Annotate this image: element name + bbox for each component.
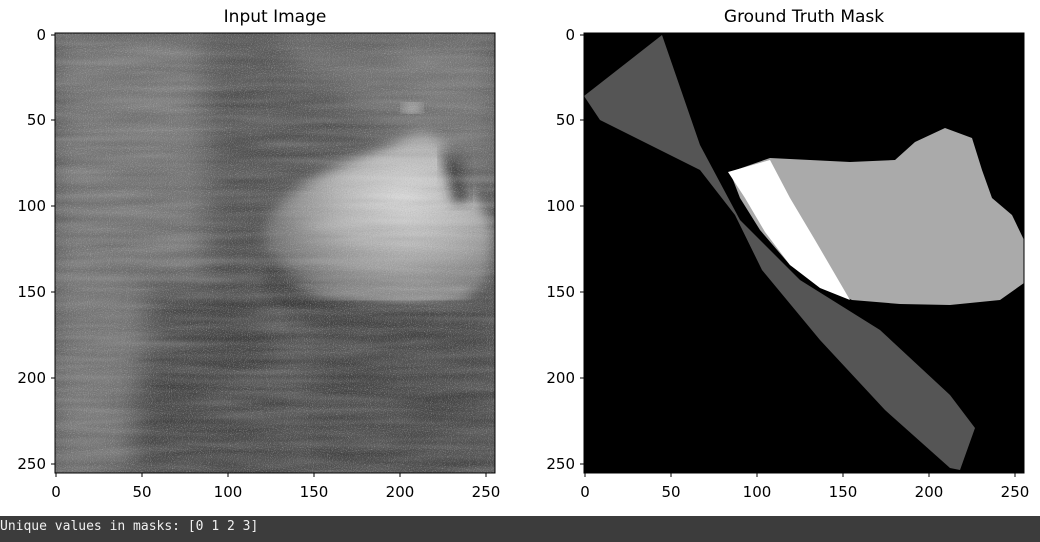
mask-x-axis: 0 50 100 150 200 250 <box>580 473 1029 501</box>
input-axes-frame <box>54 32 496 474</box>
input-image-panel: Input Image <box>17 7 500 501</box>
input-x-tick-label: 250 <box>472 483 501 501</box>
mask-y-tick-label: 100 <box>546 197 575 215</box>
input-x-tick-label: 50 <box>132 483 151 501</box>
mask-class-1-region <box>584 35 975 470</box>
panel-title-mask: Ground Truth Mask <box>724 7 884 27</box>
mask-x-tick-label: 100 <box>743 483 772 501</box>
input-y-tick-label: 150 <box>17 283 46 301</box>
mask-x-tick-label: 50 <box>661 483 680 501</box>
input-x-tick-label: 200 <box>386 483 415 501</box>
input-x-tick-label: 150 <box>300 483 329 501</box>
ground-truth-panel: Ground Truth Mask 0 50 100 150 200 250 <box>546 7 1029 501</box>
mask-x-tick-label: 0 <box>580 483 590 501</box>
mask-class-3-region <box>728 160 850 300</box>
input-x-axis: 0 50 100 150 200 250 <box>51 473 500 501</box>
console-output-area: Unique values in masks: [0 1 2 3] <box>0 516 1040 542</box>
input-y-tick-label: 200 <box>17 369 46 387</box>
mask-y-tick-label: 0 <box>565 26 575 44</box>
input-y-tick-label: 250 <box>17 455 46 473</box>
input-x-tick-label: 0 <box>51 483 61 501</box>
input-x-tick-label: 100 <box>214 483 243 501</box>
mask-x-tick-label: 200 <box>915 483 944 501</box>
ground-truth-mask <box>584 33 1024 473</box>
mask-y-tick-label: 250 <box>546 455 575 473</box>
matplotlib-figure: Input Image <box>17 7 1029 501</box>
mask-x-tick-label: 250 <box>1001 483 1030 501</box>
mask-axes-frame <box>583 32 1025 474</box>
panel-title-input: Input Image <box>224 7 327 27</box>
mask-y-tick-label: 150 <box>546 283 575 301</box>
input-y-tick-label: 0 <box>36 26 46 44</box>
input-y-tick-label: 100 <box>17 197 46 215</box>
input-y-tick-label: 50 <box>27 111 46 129</box>
mask-y-tick-label: 50 <box>556 111 575 129</box>
mask-x-tick-label: 150 <box>829 483 858 501</box>
input-y-axis: 0 50 100 150 200 250 <box>17 26 55 473</box>
mask-y-axis: 0 50 100 150 200 250 <box>546 26 584 473</box>
console-output-text: Unique values in masks: [0 1 2 3] <box>0 519 259 534</box>
input-image <box>55 33 495 473</box>
mask-y-tick-label: 200 <box>546 369 575 387</box>
